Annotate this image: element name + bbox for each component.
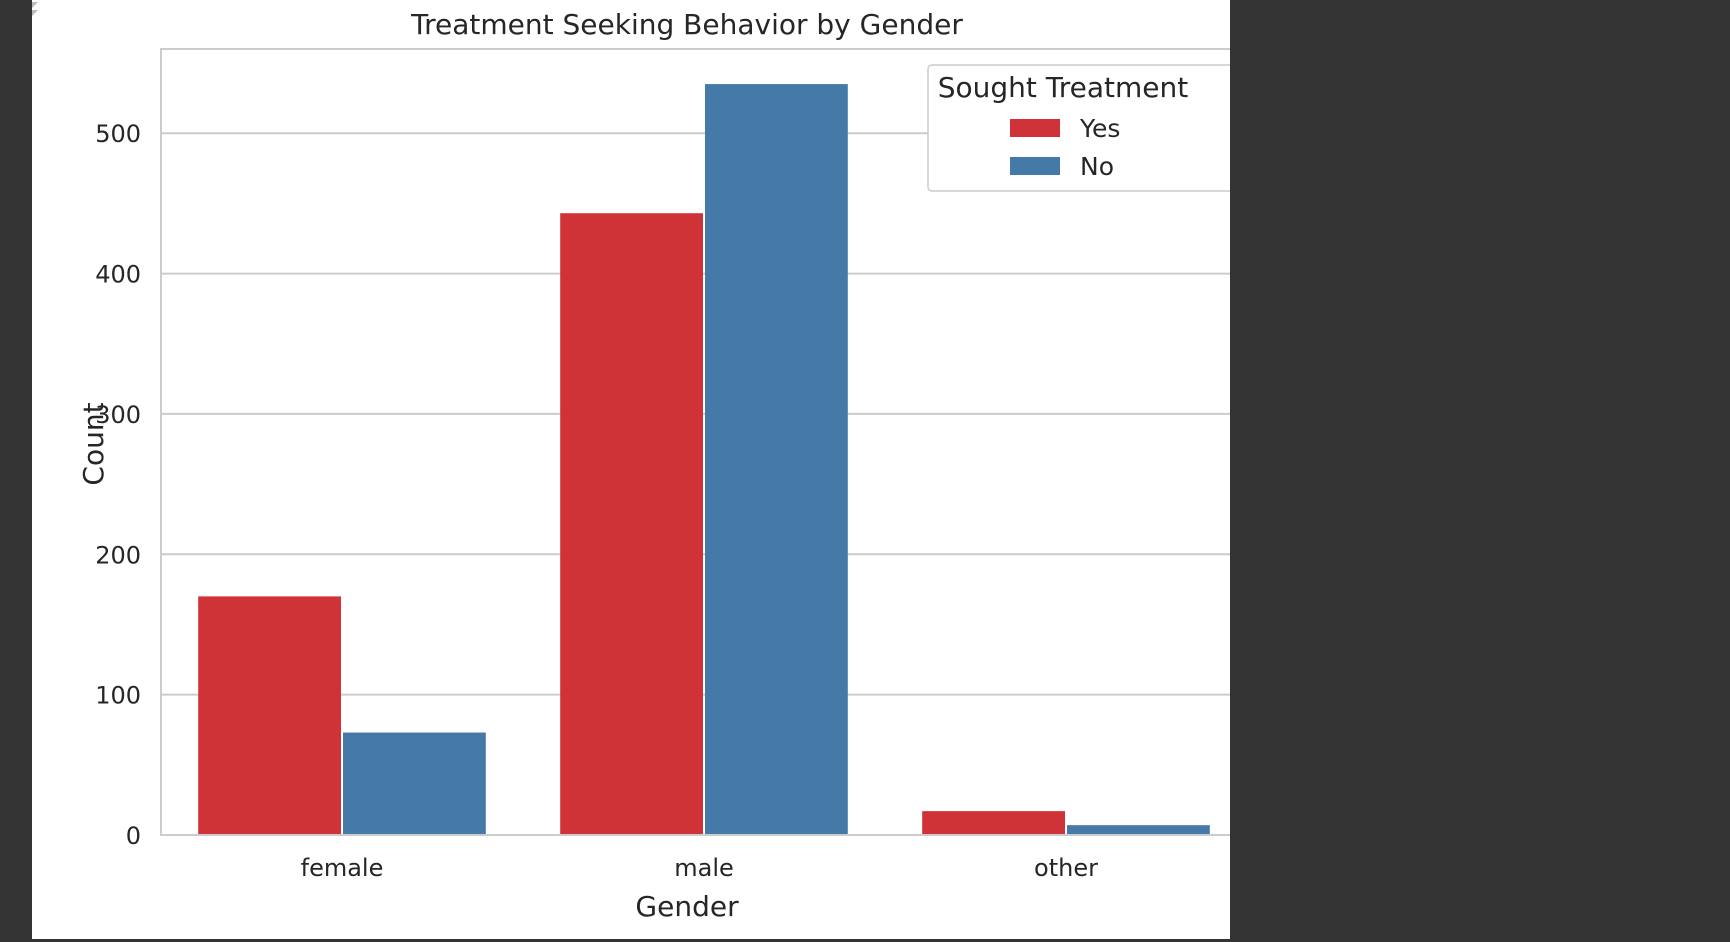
y-tick-label: 500 (95, 120, 141, 148)
y-tick-label: 100 (95, 682, 141, 710)
y-tick-label: 400 (95, 261, 141, 289)
legend-frame (927, 64, 1230, 192)
legend-swatch-no (1010, 157, 1060, 175)
figure-panel: Treatment Seeking Behavior by Gender 0 10… (32, 0, 1230, 939)
y-tick-label: 300 (95, 401, 141, 429)
bar-other-yes (922, 811, 1065, 835)
x-tick-label: female (301, 854, 384, 882)
x-tick-label: other (1034, 854, 1098, 882)
x-axis-title: Gender (635, 890, 739, 923)
corner-glyph-icon (32, 2, 38, 16)
legend-swatch-yes (1010, 119, 1060, 137)
legend-items: Yes No (1010, 114, 1120, 181)
legend-label-yes: Yes (1079, 114, 1120, 143)
y-tick-label: 200 (95, 541, 141, 569)
bar-male-yes (560, 213, 703, 836)
y-tick-labels: 0 100 200 300 400 500 (95, 120, 141, 850)
bar-female-yes (198, 596, 341, 835)
chart-title: Treatment Seeking Behavior by Gender (410, 8, 963, 41)
bar-chart: Treatment Seeking Behavior by Gender 0 10… (77, 8, 1230, 923)
x-tick-label: male (674, 854, 734, 882)
bar-male-no (705, 84, 848, 835)
x-tick-labels: female male other (301, 854, 1098, 882)
legend-title: Sought Treatment (938, 71, 1189, 104)
legend: Sought Treatment Yes No (927, 64, 1230, 192)
axes-frame (160, 48, 1230, 836)
legend-label-no: No (1080, 152, 1114, 181)
bar-other-no (1067, 825, 1210, 835)
y-axis-title: Count (77, 402, 110, 485)
y-tick-label: 0 (126, 822, 141, 850)
bars (198, 84, 1210, 836)
bar-female-no (343, 732, 486, 835)
grid-lines (161, 132, 1230, 696)
